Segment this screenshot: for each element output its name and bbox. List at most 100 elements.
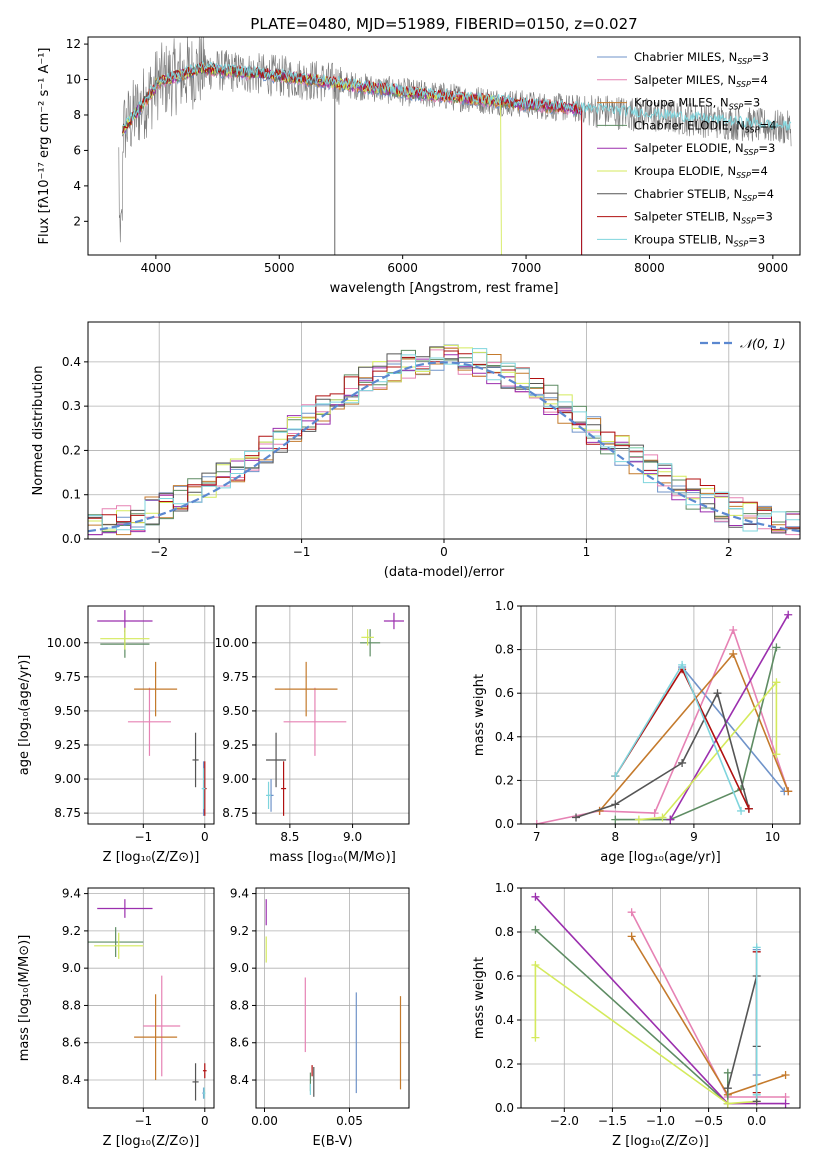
mass_vs_EBV-panel: 0.00 0.05 8.4 8.6 8.8 9.0 9.2 9.4 E(B-V) <box>230 887 410 1149</box>
y-tick-label: 9.75 <box>54 670 81 684</box>
mass-weight-marker <box>678 660 687 669</box>
data-point <box>266 781 272 810</box>
age_vs_mass-plot-area <box>266 612 404 816</box>
y-tick-label: 0.0 <box>495 817 514 831</box>
x-tick-label: 9 <box>690 830 698 844</box>
x-axis-label: Z [log₁₀(Z/Z⊙)] <box>612 1134 709 1149</box>
data-point <box>361 629 374 646</box>
y-tick-label: 0.6 <box>495 969 514 983</box>
y-axis-label: mass weight <box>472 957 487 1039</box>
y-tick-label: 4 <box>73 179 81 193</box>
mass-weight-marker <box>772 678 781 687</box>
y-tick-label: 10.00 <box>47 636 81 650</box>
y-tick-label: 0.2 <box>495 773 514 787</box>
legend-entry-label: Chabrier ELODIE, NSSP=4 <box>634 118 776 134</box>
axes-frame <box>255 605 410 825</box>
y-tick-label: 0.2 <box>495 1057 514 1071</box>
y-tick-label: 9.50 <box>54 704 81 718</box>
massweight_vs_age-panel: 7 8 9 10 0.0 0.2 0.4 0.6 0.8 1.0 age [log₁₀(age/yr… <box>472 599 801 865</box>
x-tick-label: 0.0 <box>747 1114 766 1128</box>
x-tick-label: −1 <box>293 545 311 559</box>
mass-weight-marker <box>729 649 738 658</box>
mass-weight-marker <box>634 815 643 824</box>
mass-weight-marker <box>658 813 667 822</box>
x-axis-label: Z [log₁₀(Z/Z⊙)] <box>103 850 200 865</box>
mass-weight-marker <box>627 908 636 917</box>
x-tick-label: 8.5 <box>280 830 299 844</box>
y-tick-label: 8.75 <box>54 806 81 820</box>
x-tick-label: 0.00 <box>251 1114 278 1128</box>
x-tick-label: 6000 <box>387 261 418 275</box>
x-tick-label: 9000 <box>758 261 789 275</box>
model-spectrum-line <box>122 63 583 255</box>
data-point <box>127 687 171 756</box>
y-tick-label: 9.2 <box>230 924 249 938</box>
y-axis-label: Normed distribution <box>31 366 46 496</box>
y-axis-label: age [log₁₀(age/yr)] <box>17 655 32 776</box>
data-point <box>143 975 181 1077</box>
legend-entry-label: Chabrier STELIB, NSSP=4 <box>634 187 774 203</box>
legend-entry-label: Chabrier MILES, NSSP=3 <box>634 50 769 66</box>
mass_vs_Z-panel: −1 0 8.4 8.6 8.8 9.0 9.2 9.4 Z [log₁₀(Z/Z⊙)] mass… <box>17 887 215 1149</box>
y-tick-label: 8.75 <box>222 806 249 820</box>
legend-entry-label: Salpeter ELODIE, NSSP=3 <box>634 141 775 157</box>
x-tick-label: −1 <box>134 830 152 844</box>
legend-entry-label: Kroupa ELODIE, NSSP=4 <box>634 164 768 180</box>
y-tick-label: 9.00 <box>222 772 249 786</box>
x-tick-label: 0 <box>201 830 209 844</box>
data-point <box>201 768 206 810</box>
mass-weight-line <box>638 680 778 821</box>
residual-histogram-line <box>88 346 800 534</box>
x-tick-label: −2 <box>150 545 168 559</box>
x-tick-label: 10 <box>765 830 780 844</box>
data-point <box>97 899 153 918</box>
y-tick-label: 6 <box>73 143 81 157</box>
spectrum-plot-area <box>118 37 792 255</box>
mass-weight-marker <box>723 1099 732 1108</box>
y-tick-label: 0.8 <box>495 643 514 657</box>
x-tick-label: −1 <box>134 1114 152 1128</box>
axes-frame <box>87 36 801 256</box>
y-tick-label: 0.8 <box>495 925 514 939</box>
data-point <box>266 732 287 788</box>
y-tick-label: 0.4 <box>495 730 514 744</box>
x-tick-label: −0.5 <box>694 1114 723 1128</box>
mass-weight-marker <box>772 750 781 759</box>
mass-weight-marker <box>572 813 581 822</box>
mass_vs_Z-plot-area <box>88 899 207 1101</box>
y-tick-label: 0.0 <box>62 532 81 546</box>
legend-entry-label: Kroupa MILES, NSSP=3 <box>634 96 760 112</box>
mass-weight-marker <box>744 804 753 813</box>
x-axis-label: age [log₁₀(age/yr)] <box>600 850 721 865</box>
y-tick-label: 8.8 <box>230 998 249 1012</box>
mass-weight-marker <box>713 689 722 698</box>
x-axis-label: Z [log₁₀(Z/Z⊙)] <box>103 1134 200 1149</box>
y-tick-label: 0.2 <box>62 443 81 457</box>
y-tick-label: 10.00 <box>215 636 249 650</box>
mass-weight-line <box>681 666 785 792</box>
y-tick-label: 8 <box>73 108 81 122</box>
age_vs_Z-panel: −1 0 8.75 9.00 9.25 9.50 9.75 10.00 Z [log₁₀(Z/Z… <box>17 605 215 865</box>
y-tick-label: 8.8 <box>62 998 81 1012</box>
y-tick-label: 9.4 <box>230 887 249 901</box>
x-axis-label: E(B-V) <box>312 1134 352 1149</box>
legend-entry-label: Salpeter MILES, NSSP=4 <box>634 73 768 89</box>
x-tick-label: 4000 <box>141 261 172 275</box>
x-tick-label: 8000 <box>634 261 665 275</box>
data-point <box>192 732 199 788</box>
residuals-panel: −2 −1 0 1 2 0.0 0.1 0.2 0.3 0.4 (data-model)/error… <box>31 321 801 580</box>
spectrum-legend: Chabrier MILES, NSSP=3 Salpeter MILES, NS… <box>597 50 776 248</box>
x-tick-label: 0.05 <box>336 1114 363 1128</box>
mass-weight-marker <box>723 1068 732 1077</box>
axes-frame <box>520 605 801 825</box>
y-tick-label: 0.0 <box>495 1101 514 1115</box>
x-tick-label: 1 <box>583 545 591 559</box>
x-axis-label: wavelength [Angstrom, rest frame] <box>330 281 559 296</box>
data-point <box>88 927 144 957</box>
mass-weight-marker <box>784 610 793 619</box>
data-point <box>134 994 178 1081</box>
x-tick-label: 0 <box>440 545 448 559</box>
y-tick-label: 9.25 <box>222 738 249 752</box>
mass-weight-marker <box>784 787 793 796</box>
